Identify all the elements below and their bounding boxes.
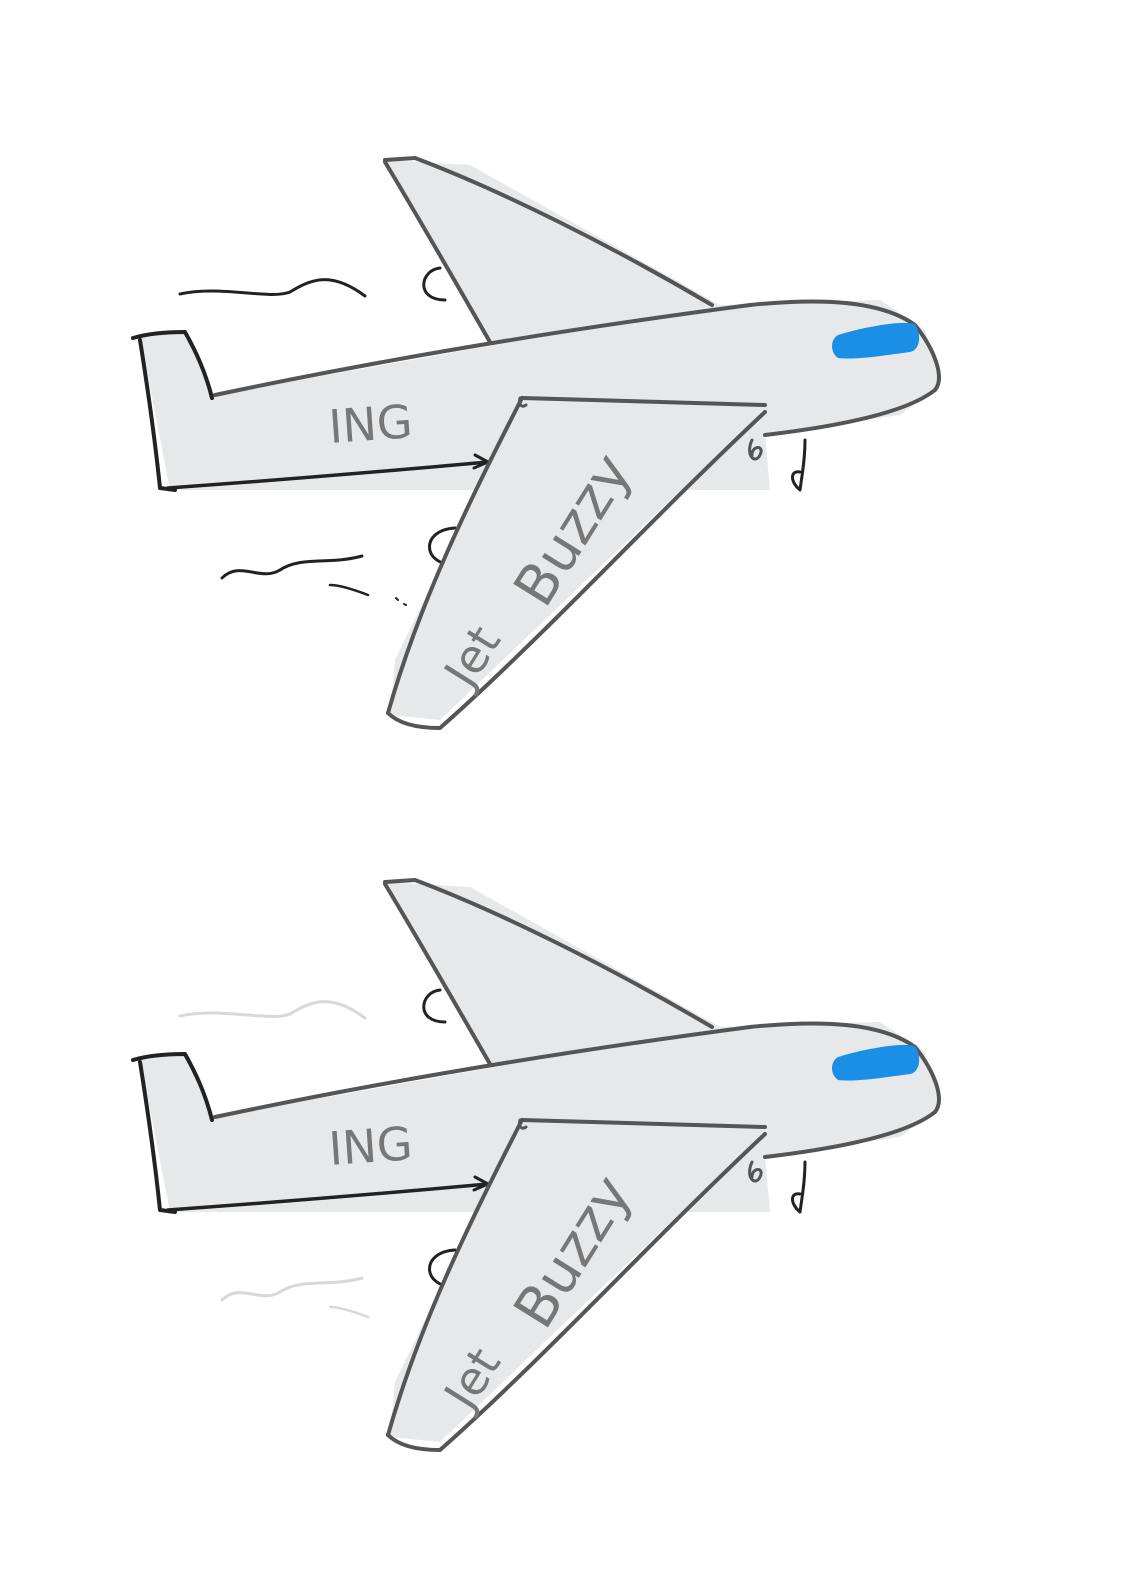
tail-fin bbox=[131, 330, 214, 400]
upper-wing-trailing-edge bbox=[383, 882, 492, 1066]
lower-wing-fill bbox=[390, 398, 770, 720]
plane-fill-bottom bbox=[140, 882, 940, 1442]
lower-wing-leading-edge bbox=[386, 410, 767, 730]
upper-wing-fill bbox=[385, 160, 720, 345]
cockpit-window bbox=[832, 1044, 920, 1081]
fuselage-bottom bbox=[166, 1182, 490, 1212]
motion-dots bbox=[395, 597, 407, 606]
airplane-drawing-top: ING Jet Buzzy bbox=[0, 0, 1125, 760]
motion-line-1 bbox=[178, 1000, 367, 1020]
fuselage-fill bbox=[140, 1022, 940, 1212]
fuselage-top bbox=[213, 1021, 941, 1119]
lower-wing-trailing-edge bbox=[386, 396, 524, 715]
nose-bottom bbox=[763, 1110, 937, 1159]
engine-curve-upper bbox=[422, 266, 447, 302]
airplane-drawing-bottom: ING Jet Buzzy bbox=[0, 722, 1125, 1482]
tail-fin bbox=[131, 1052, 214, 1122]
upper-wing-fill bbox=[385, 882, 720, 1067]
landing-gear-rear bbox=[791, 1160, 807, 1214]
lower-wing-fill bbox=[390, 1120, 770, 1442]
body-text: ING bbox=[327, 394, 414, 454]
landing-gear-front bbox=[748, 438, 763, 461]
upper-wing-leading-edge bbox=[383, 878, 714, 1029]
lower-wing-trailing-edge bbox=[386, 1118, 524, 1437]
plane-fill-top bbox=[140, 160, 940, 720]
wing-root-curl bbox=[518, 1118, 528, 1130]
upper-wing-trailing-edge bbox=[383, 160, 492, 344]
landing-gear-front bbox=[748, 1160, 763, 1183]
motion-line-2 bbox=[220, 1276, 364, 1302]
lower-wing-root bbox=[520, 1118, 767, 1129]
fuselage-fill bbox=[140, 300, 940, 490]
body-text: ING bbox=[327, 1116, 414, 1176]
motion-line-2 bbox=[220, 554, 364, 580]
engine-curve-upper bbox=[422, 988, 447, 1024]
lower-wing-leading-edge bbox=[386, 1132, 767, 1452]
upper-wing-leading-edge bbox=[383, 156, 714, 307]
motion-line-1 bbox=[178, 278, 367, 298]
nose-bottom bbox=[763, 388, 937, 437]
fuselage-bottom bbox=[166, 460, 490, 490]
airplane-svg-bottom: ING Jet Buzzy bbox=[131, 878, 941, 1452]
landing-gear-rear bbox=[791, 438, 807, 492]
plane-outline-top bbox=[131, 156, 941, 730]
fuselage-top bbox=[213, 299, 941, 397]
airplane-svg-top: ING Jet Buzzy bbox=[131, 156, 941, 730]
tail-back bbox=[138, 338, 177, 492]
motion-lines-top bbox=[178, 266, 457, 606]
motion-line-3 bbox=[328, 1305, 370, 1319]
motion-line-3 bbox=[328, 583, 370, 597]
cockpit-window bbox=[832, 322, 920, 359]
tail-back bbox=[138, 1060, 177, 1214]
plane-outline-bottom bbox=[131, 878, 941, 1452]
wing-root-curl bbox=[518, 396, 528, 408]
lower-wing-root bbox=[520, 396, 767, 407]
